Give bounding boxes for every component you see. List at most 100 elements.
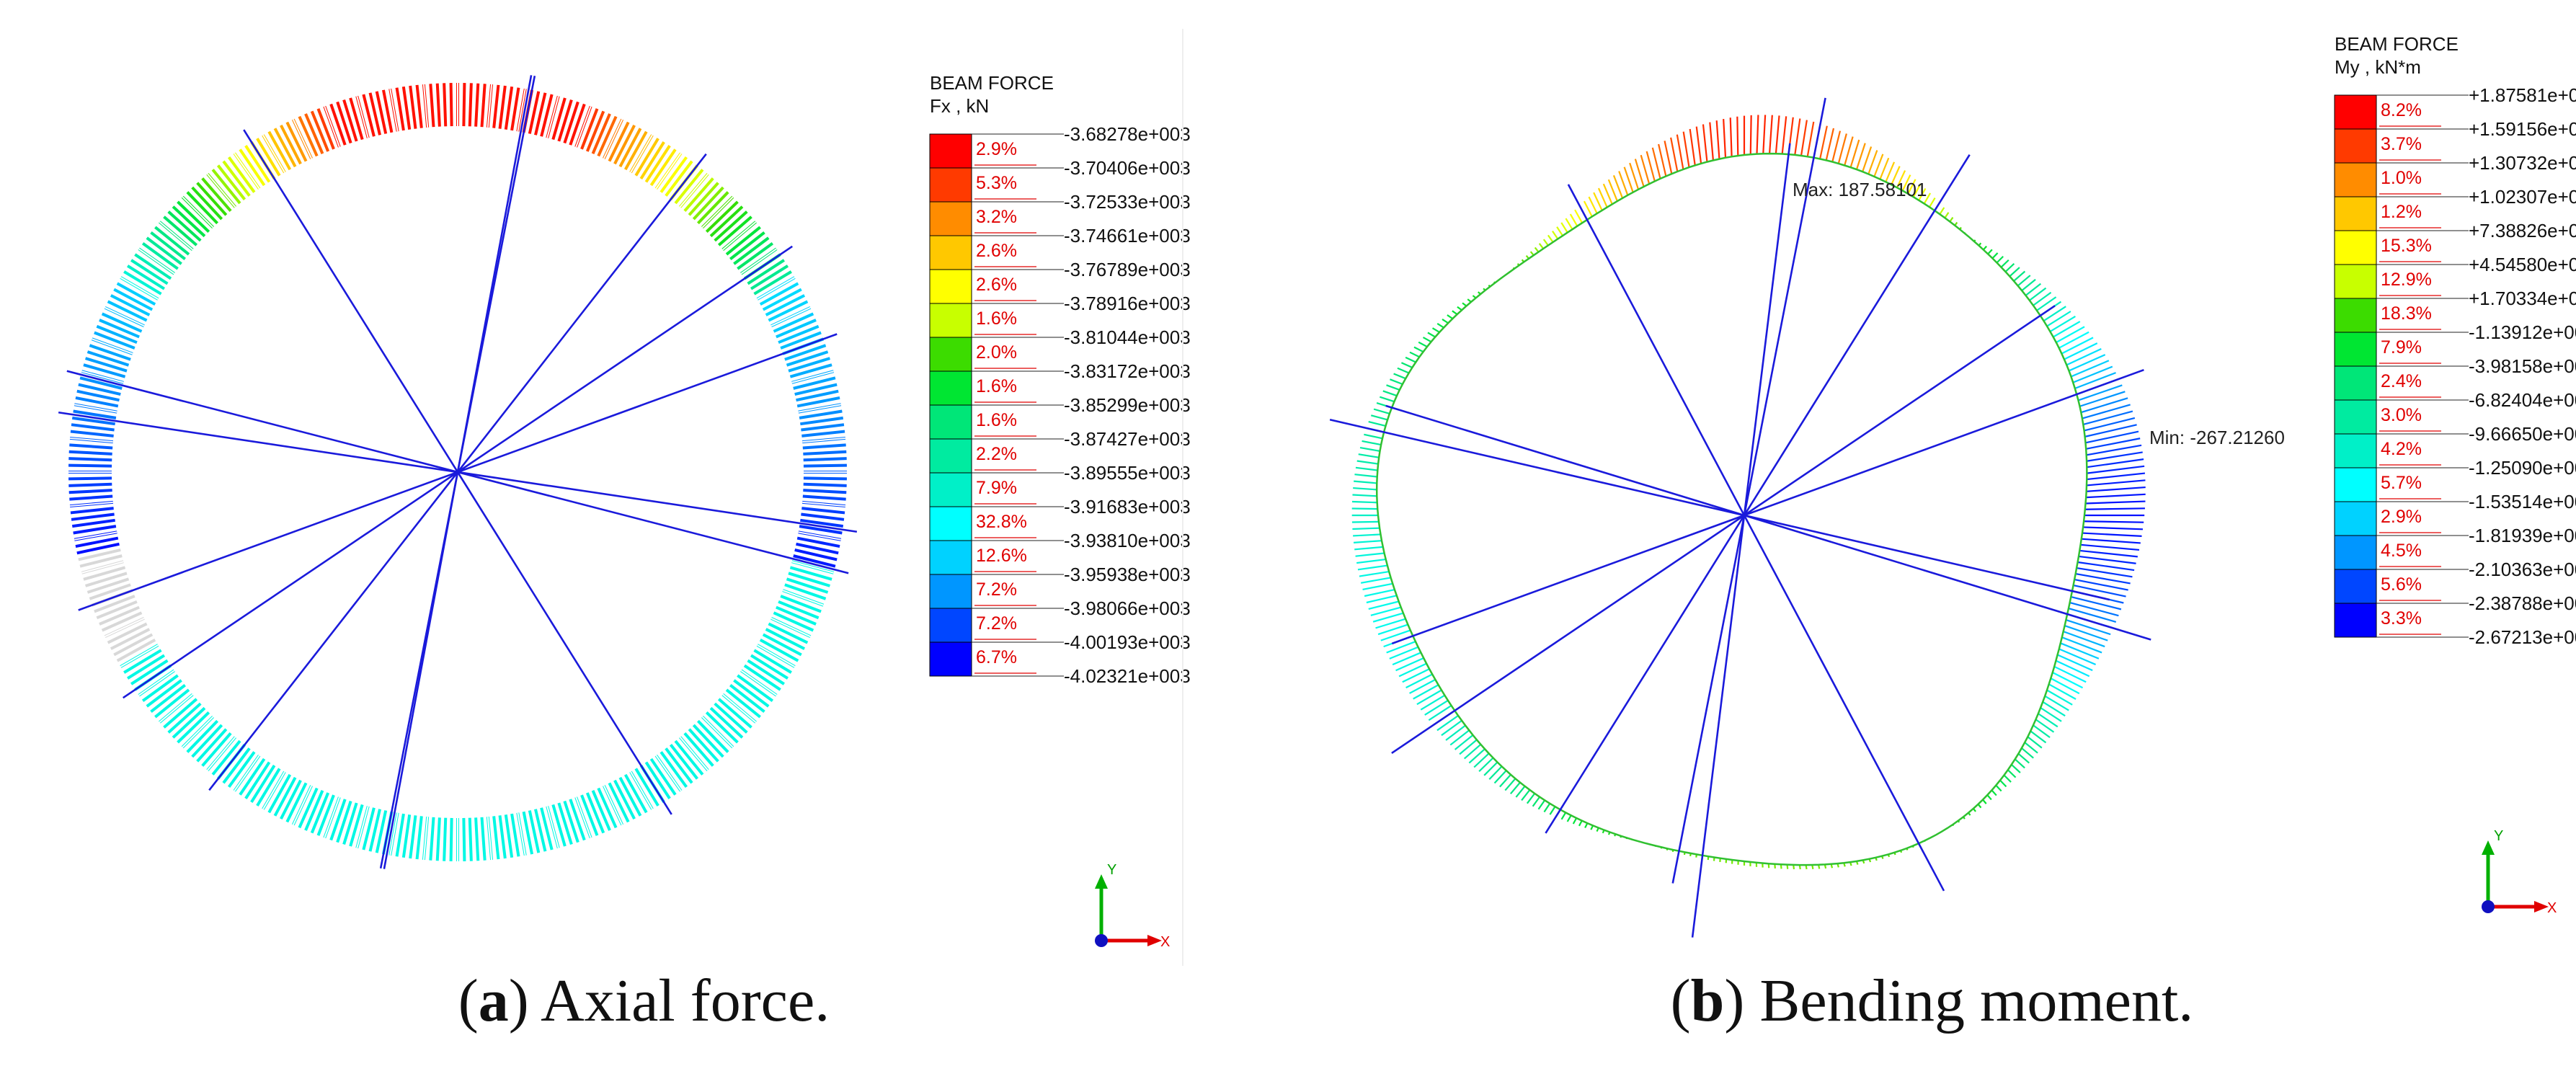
ring-fiber: [130, 259, 169, 285]
moment-hatch: [1572, 817, 1578, 825]
ring-fiber: [298, 787, 319, 829]
ring-fiber: [725, 226, 761, 256]
moment-hatch: [1664, 141, 1673, 174]
ring-fiber: [649, 148, 677, 187]
segment-joint: [546, 806, 559, 848]
ring-fiber: [73, 525, 117, 535]
moment-hatch: [1645, 151, 1656, 182]
ring-fiber: [768, 622, 809, 644]
legend-value: -3.70406e+003: [1064, 157, 1191, 179]
ring-fiber: [71, 518, 115, 528]
ring-fiber: [683, 177, 714, 213]
ring-fiber: [801, 423, 845, 432]
moment-hatch: [1670, 137, 1679, 172]
moment-hatch: [1995, 784, 2002, 792]
moment-hatch: [1676, 134, 1684, 170]
moment-hatch: [2046, 311, 2071, 327]
ring-fiber: [130, 659, 169, 685]
moment-hatch: [1723, 118, 1727, 158]
moment-hatch: [1825, 128, 1835, 161]
moment-hatch: [1756, 115, 1759, 154]
ring-fiber: [85, 572, 128, 587]
segment-joint: [324, 106, 340, 148]
y-axis-arrowhead: [1095, 874, 1108, 889]
ring-fiber: [349, 97, 364, 141]
ring-fiber: [316, 794, 335, 836]
moment-hatch: [1457, 306, 1462, 311]
segment-joint: [120, 277, 159, 300]
moment-hatch: [1800, 120, 1808, 156]
ring-fiber: [669, 744, 699, 780]
moment-hatch: [1354, 546, 1383, 551]
moment-hatch: [1534, 246, 1540, 253]
ring-fiber: [113, 633, 154, 657]
segment-joint: [655, 153, 682, 190]
moment-hatch: [1996, 255, 2004, 264]
moment-hatch: [1560, 812, 1567, 820]
moment-hatch: [1377, 623, 1408, 636]
ring-fiber: [116, 638, 156, 662]
moment-hatch: [1775, 115, 1780, 154]
ring-fiber: [776, 605, 817, 626]
radial-line: [1691, 143, 1791, 938]
ring-fiber: [239, 758, 266, 796]
moment-hatch: [1454, 734, 1474, 750]
legend-percent: 2.4%: [2381, 371, 2422, 391]
legend-value: -3.83172e+003: [1064, 360, 1191, 382]
moment-hatch: [2048, 683, 2077, 700]
moment-hatch: [2042, 701, 2066, 717]
segment-joint: [798, 404, 841, 413]
moment-hatch: [2084, 417, 2136, 432]
segment-joint: [679, 173, 709, 208]
ring-fiber: [659, 751, 688, 789]
moment-hatch: [2029, 287, 2047, 301]
ring-fiber: [789, 363, 832, 378]
ring-fiber: [534, 809, 547, 852]
ring-fiber: [794, 383, 838, 396]
ring-fiber: [803, 476, 847, 481]
ring-fiber: [76, 389, 120, 402]
moment-hatch: [2025, 283, 2042, 296]
ring-fiber: [778, 324, 820, 345]
moment-hatch: [1879, 157, 1890, 180]
moment-hatch: [1357, 564, 1388, 571]
ring-fiber: [79, 376, 123, 390]
ring-fiber: [395, 87, 405, 131]
legend-swatch: [2334, 501, 2377, 536]
moment-hatch: [2075, 572, 2131, 585]
moment-hatch: [1781, 116, 1787, 154]
ring-fiber: [696, 191, 729, 225]
axis-triad: YX: [1095, 862, 1170, 950]
ring-fiber: [796, 536, 840, 548]
ring-fiber: [310, 792, 330, 834]
moment-hatch: [1867, 150, 1878, 174]
segment-joint: [262, 771, 285, 810]
segment-joint: [517, 89, 526, 132]
moment-hatch: [1768, 115, 1773, 154]
moment-hatch: [1422, 337, 1432, 343]
moment-hatch: [2063, 631, 2105, 648]
ring-fiber: [222, 747, 251, 784]
legend-percent: 12.9%: [2381, 270, 2432, 290]
moment-hatch: [2033, 724, 2051, 738]
ring-fiber: [86, 577, 130, 594]
legend-swatch: [929, 506, 972, 541]
moment-hatch: [1352, 494, 1377, 497]
legend-percent: 15.3%: [2381, 236, 2432, 256]
ring-fiber: [163, 216, 198, 246]
moment-hatch: [1736, 116, 1739, 156]
ring-fiber: [69, 494, 113, 501]
moment-hatch: [1543, 803, 1551, 813]
ring-fiber: [96, 600, 138, 620]
legend-value: -4.00193e+003: [1064, 631, 1191, 653]
ring-fiber: [316, 108, 335, 150]
ring-fiber: [101, 611, 143, 632]
moment-hatch: [2082, 532, 2142, 538]
ring-fiber: [591, 790, 611, 831]
x-axis-arrowhead: [1147, 935, 1162, 946]
ring-fiber: [796, 396, 840, 408]
legend-value: +1.02307e+002: [2469, 186, 2576, 208]
moment-hatch: [2083, 410, 2133, 426]
segment-joint: [69, 437, 113, 443]
legend-value: -3.89555e+003: [1064, 462, 1191, 484]
